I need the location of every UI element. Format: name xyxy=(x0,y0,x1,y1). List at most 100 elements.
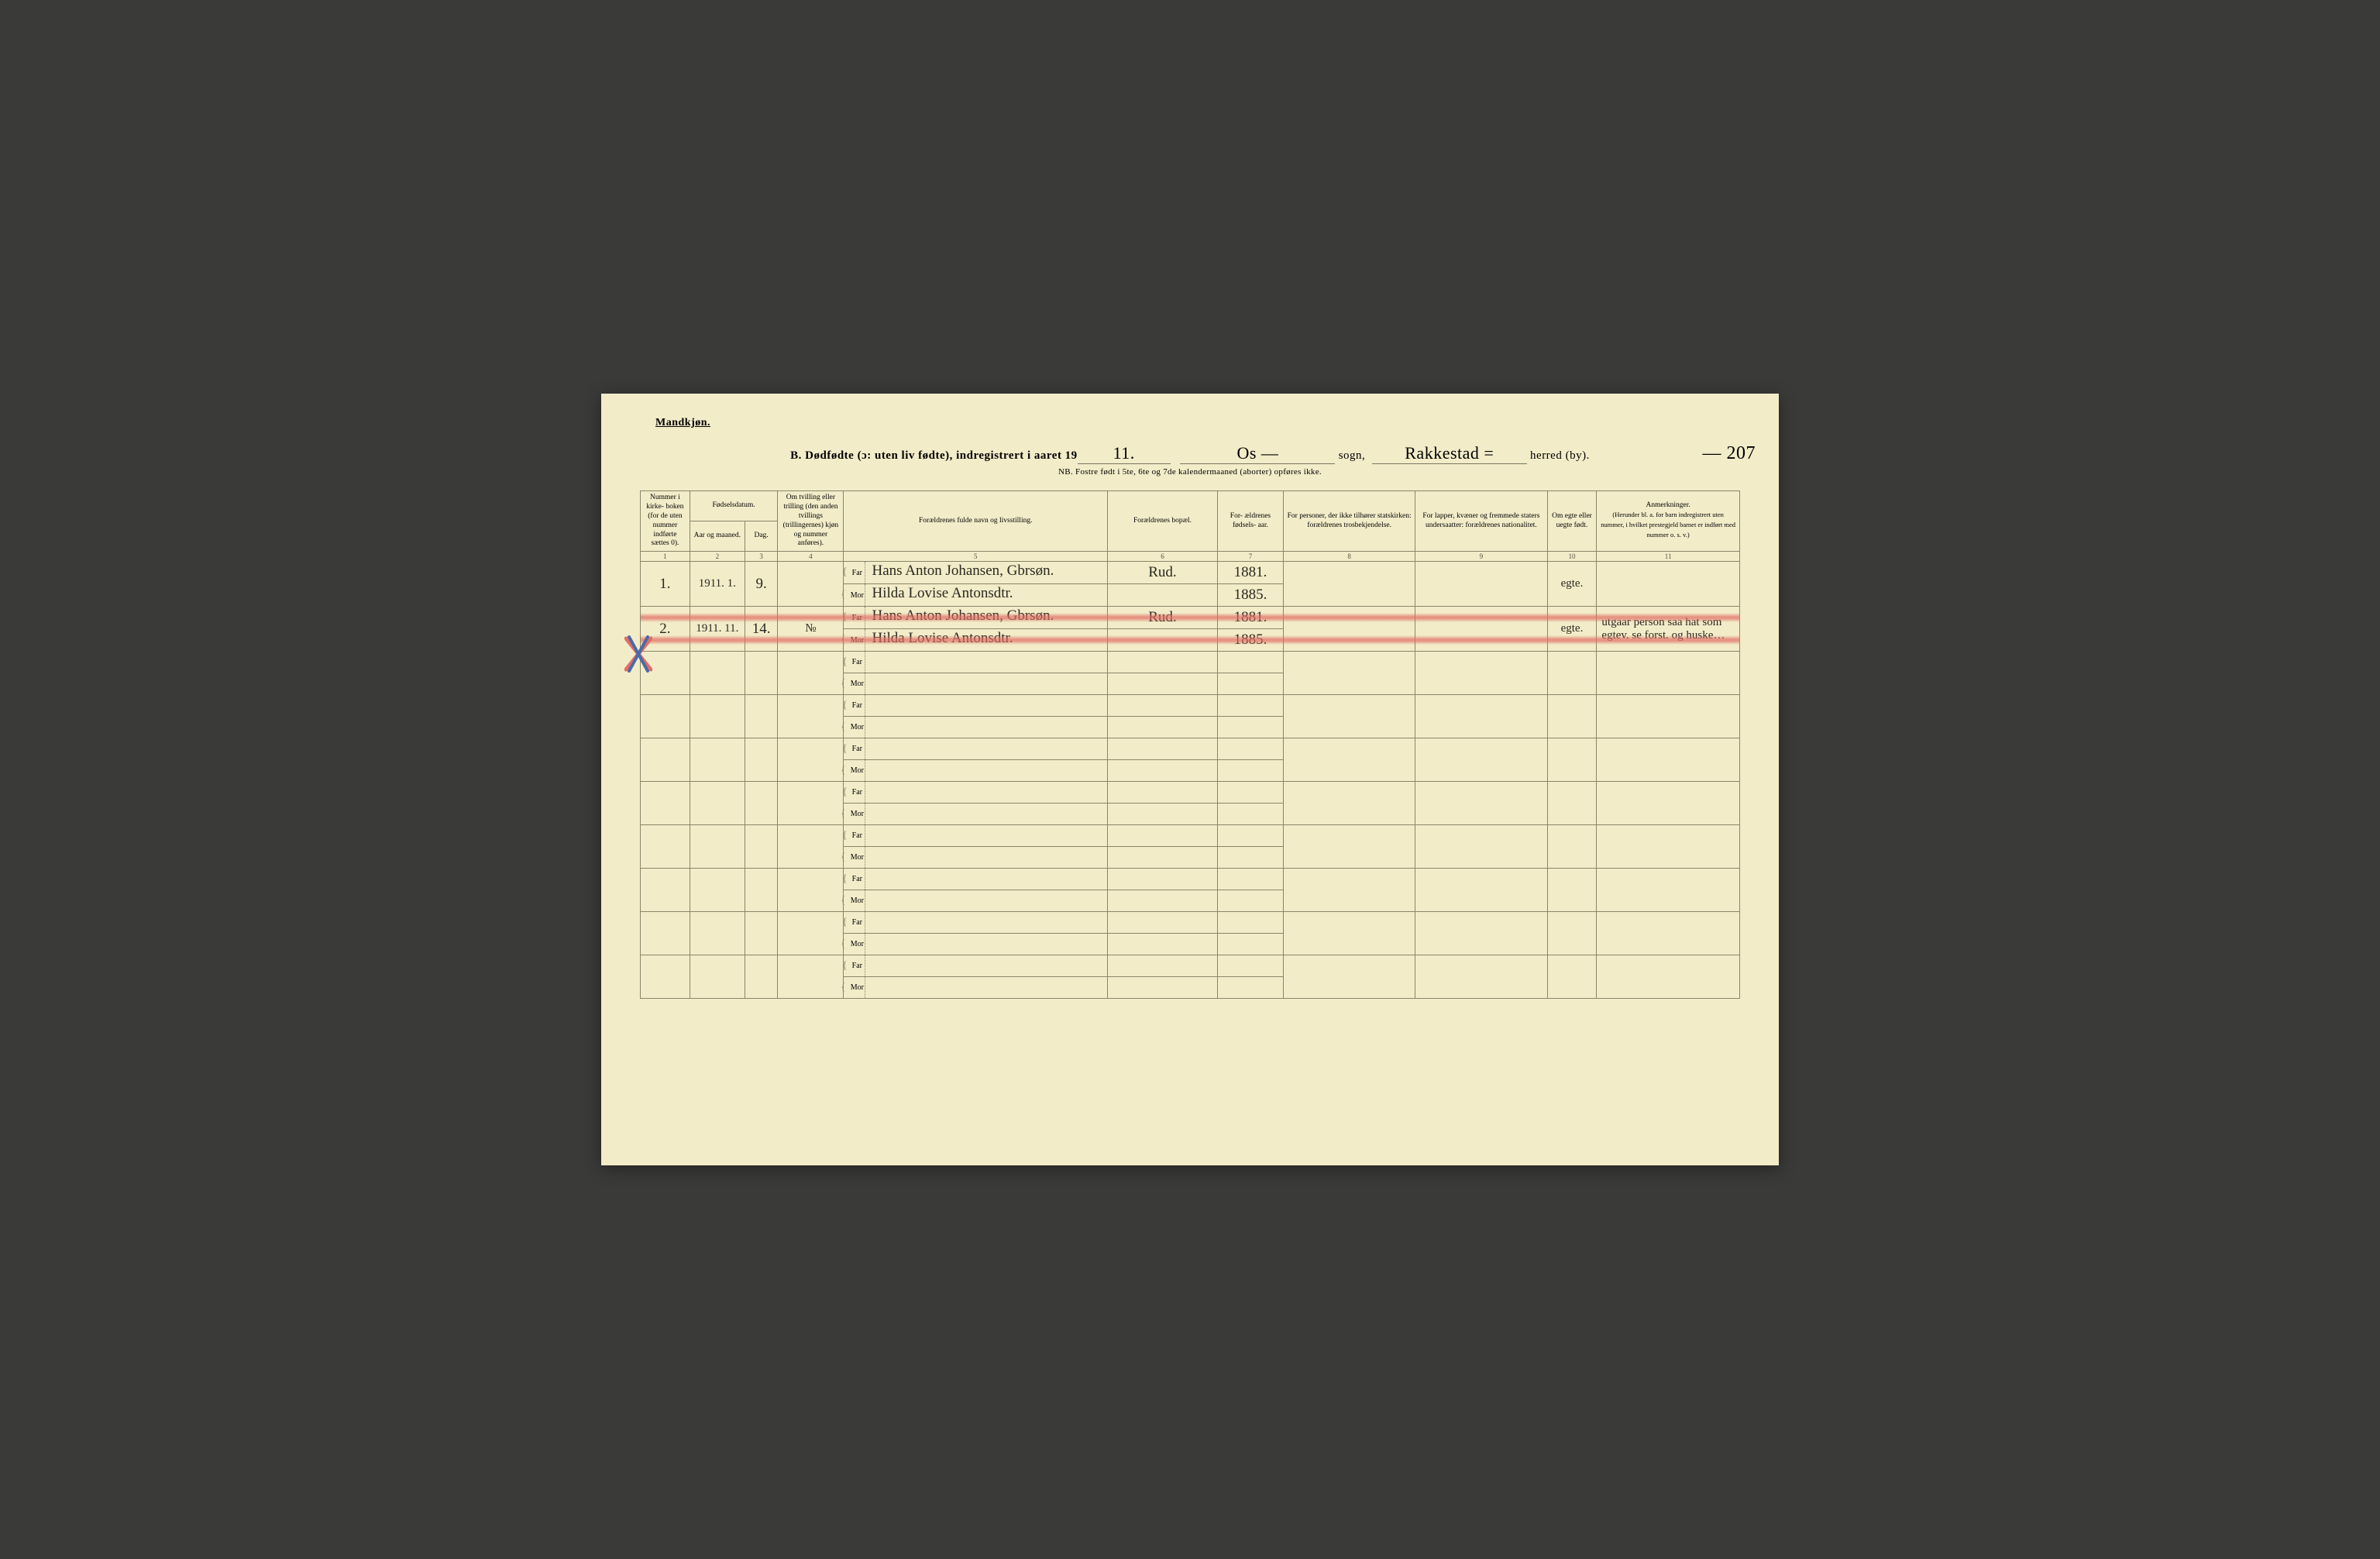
parent-name: Hans Anton Johansen, Gbrsøn. xyxy=(865,562,1107,583)
parent-name: Hilda Lovise Antonsdtr. xyxy=(865,584,1107,606)
ledger-page: Mandkjøn. B. Dødfødte (ɔ: uten liv fødte… xyxy=(601,394,1779,1165)
cell-nat xyxy=(1415,607,1547,652)
cell-moraar xyxy=(1217,673,1283,695)
parent-role-label: Far xyxy=(844,695,865,716)
cell-num xyxy=(641,738,690,782)
colnum: 3 xyxy=(745,552,778,562)
cell-anm xyxy=(1597,912,1739,955)
cell-nat xyxy=(1415,782,1547,825)
cell-moraar xyxy=(1217,804,1283,825)
col-dag: Dag. xyxy=(745,521,778,552)
parent-cell: Far xyxy=(844,912,1108,934)
parent-cell: Far xyxy=(844,738,1108,760)
cell-egte xyxy=(1547,825,1597,869)
cell-faraar xyxy=(1217,912,1283,934)
cell-dag xyxy=(745,782,778,825)
cell-faraar: 1881. xyxy=(1217,607,1283,629)
cell-egte xyxy=(1547,955,1597,999)
colnum: 11 xyxy=(1597,552,1739,562)
parent-cell: Far Hans Anton Johansen, Gbrsøn. xyxy=(844,607,1108,629)
cell-aar xyxy=(690,912,745,955)
cell-egte xyxy=(1547,782,1597,825)
parent-name: Hans Anton Johansen, Gbrsøn. xyxy=(865,607,1107,628)
colnum: 9 xyxy=(1415,552,1547,562)
parent-role-label: Mor xyxy=(844,629,865,651)
table-header: Nummer i kirke- boken (for de uten numme… xyxy=(641,491,1740,562)
parent-name xyxy=(865,673,1107,694)
cell-bopael: Rud. xyxy=(1108,607,1218,629)
col-anm: Anmerkninger. (Herunder bl. a. for barn … xyxy=(1597,491,1739,552)
parent-cell: Far xyxy=(844,869,1108,890)
parent-cell: Far xyxy=(844,652,1108,673)
parent-role-label: Mor xyxy=(844,890,865,911)
parent-name xyxy=(865,825,1107,846)
cell-nat xyxy=(1415,738,1547,782)
cell-num xyxy=(641,695,690,738)
parent-role-label: Far xyxy=(844,955,865,976)
cell-anm xyxy=(1597,562,1739,607)
table-row: Far xyxy=(641,869,1740,890)
col-anm-sub: (Herunder bl. a. for barn indregistrert … xyxy=(1601,511,1735,539)
cell-bopael xyxy=(1108,869,1218,890)
colnum: 4 xyxy=(778,552,844,562)
sogn-handwritten: Os — xyxy=(1180,443,1335,464)
parent-role-label: Mor xyxy=(844,717,865,738)
label-sogn: sogn, xyxy=(1339,449,1366,462)
parent-cell: Mor Hilda Lovise Antonsdtr. xyxy=(844,629,1108,652)
cell-bopael xyxy=(1108,584,1218,607)
cell-bopael xyxy=(1108,912,1218,934)
gender-heading: Mandkjøn. xyxy=(655,417,1740,429)
cell-tvilling xyxy=(778,825,844,869)
cell-num: 1. xyxy=(641,562,690,607)
col-fodselsdatum: Fødselsdatum. xyxy=(690,491,778,521)
cell-aar xyxy=(690,695,745,738)
cell-aar: 1911. 1. xyxy=(690,562,745,607)
col-tvilling: Om tvilling eller trilling (den anden tv… xyxy=(778,491,844,552)
cell-anm xyxy=(1597,695,1739,738)
cell-faraar xyxy=(1217,652,1283,673)
nb-note: NB. Fostre født i 5te, 6te og 7de kalend… xyxy=(640,467,1740,477)
colnum: 10 xyxy=(1547,552,1597,562)
cell-moraar xyxy=(1217,934,1283,955)
parent-role-label: Far xyxy=(844,825,865,846)
cell-faraar xyxy=(1217,782,1283,804)
cell-tvilling xyxy=(778,738,844,782)
parent-name xyxy=(865,912,1107,933)
parent-cell: Mor xyxy=(844,934,1108,955)
parent-role-label: Far xyxy=(844,912,865,933)
table-body: 1. 1911. 1. 9. Far Hans Anton Johansen, … xyxy=(641,562,1740,999)
col-anm-title: Anmerkninger. xyxy=(1646,501,1690,509)
cell-aar: 1911. 11. xyxy=(690,607,745,652)
cell-num xyxy=(641,955,690,999)
cell-aar xyxy=(690,782,745,825)
cell-egte: egte. xyxy=(1547,607,1597,652)
table-row: Far xyxy=(641,738,1740,760)
cell-tros xyxy=(1284,652,1415,695)
cell-num xyxy=(641,825,690,869)
ledger-table: Nummer i kirke- boken (for de uten numme… xyxy=(640,490,1740,999)
cell-egte xyxy=(1547,652,1597,695)
cell-num xyxy=(641,869,690,912)
cell-nat xyxy=(1415,562,1547,607)
cell-anm xyxy=(1597,825,1739,869)
cell-nat xyxy=(1415,652,1547,695)
cell-dag xyxy=(745,955,778,999)
table-row: Far xyxy=(641,782,1740,804)
table-row: Far xyxy=(641,652,1740,673)
cell-tvilling xyxy=(778,912,844,955)
cell-faraar xyxy=(1217,695,1283,717)
colnum: 5 xyxy=(844,552,1108,562)
parent-name xyxy=(865,955,1107,976)
cell-anm xyxy=(1597,955,1739,999)
cell-tvilling: № xyxy=(778,607,844,652)
colnum: 2 xyxy=(690,552,745,562)
table-row: 1. 1911. 1. 9. Far Hans Anton Johansen, … xyxy=(641,562,1740,584)
cell-aar xyxy=(690,738,745,782)
parent-role-label: Mor xyxy=(844,760,865,781)
cell-tvilling xyxy=(778,782,844,825)
parent-name xyxy=(865,934,1107,955)
cell-aar xyxy=(690,955,745,999)
cell-num xyxy=(641,782,690,825)
parent-role-label: Far xyxy=(844,782,865,803)
col-tros: For personer, der ikke tilhører statskir… xyxy=(1284,491,1415,552)
